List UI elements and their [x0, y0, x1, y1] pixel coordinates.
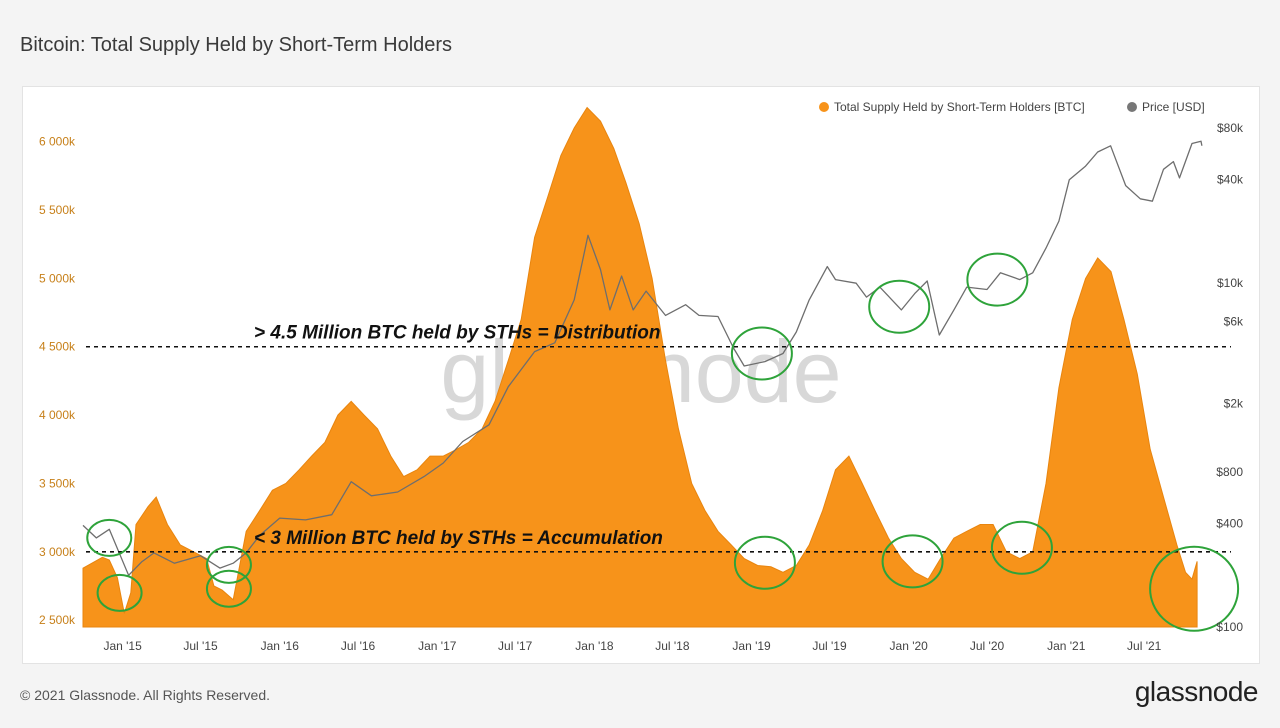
highlight-circle-11 — [1149, 545, 1240, 632]
highlight-circle-1 — [86, 518, 133, 557]
x-tick: Jul '16 — [341, 639, 376, 653]
y-left-tick: 4 000k — [39, 408, 76, 422]
y-right-tick: $2k — [1224, 396, 1244, 410]
highlight-circle-2 — [96, 573, 143, 612]
legend-label-price: Price [USD] — [1142, 100, 1205, 114]
highlight-circle-6 — [733, 535, 796, 590]
annotation-2: < 3 Million BTC held by STHs = Accumulat… — [254, 528, 663, 549]
copyright-text: © 2021 Glassnode. All Rights Reserved. — [20, 687, 271, 703]
legend-label-supply: Total Supply Held by Short-Term Holders … — [834, 100, 1085, 114]
price-line — [82, 140, 1203, 576]
y-right-tick: $6k — [1224, 314, 1244, 328]
y-left-tick: 3 500k — [39, 476, 76, 490]
highlight-circle-8 — [881, 534, 944, 589]
x-tick: Jan '21 — [1047, 639, 1086, 653]
highlight-circle-3 — [205, 569, 252, 608]
y-right-tick: $100 — [1216, 620, 1243, 634]
y-left-tick: 5 500k — [39, 203, 76, 217]
y-left-tick: 2 500k — [39, 613, 76, 627]
y-right-tick: $40k — [1217, 173, 1244, 187]
highlight-circle-5 — [730, 326, 793, 381]
supply-area — [82, 106, 1198, 628]
y-right-tick: $400 — [1216, 517, 1243, 531]
legend-swatch-price — [1127, 102, 1137, 112]
x-tick: Jan '19 — [732, 639, 771, 653]
legend-swatch-supply — [819, 102, 829, 112]
y-right-tick: $10k — [1217, 276, 1244, 290]
page-title: Bitcoin: Total Supply Held by Short-Term… — [20, 34, 453, 56]
x-tick: Jan '16 — [261, 639, 300, 653]
highlight-circle-7 — [868, 279, 931, 334]
x-tick: Jul '20 — [970, 639, 1005, 653]
x-tick: Jan '18 — [575, 639, 614, 653]
y-right-tick: $80k — [1217, 121, 1244, 135]
x-tick: Jul '17 — [498, 639, 533, 653]
x-tick: Jul '18 — [655, 639, 690, 653]
highlight-circle-4 — [205, 545, 252, 584]
chart-card: glassnode > 4.5 Million BTC held by STHs… — [22, 86, 1260, 664]
y-right-tick: $800 — [1216, 465, 1243, 479]
annotation-1: > 4.5 Million BTC held by STHs = Distrib… — [254, 323, 660, 344]
x-tick: Jul '21 — [1127, 639, 1162, 653]
x-tick: Jan '15 — [103, 639, 142, 653]
highlight-circle-9 — [966, 252, 1029, 307]
x-tick: Jul '15 — [183, 639, 218, 653]
y-left-tick: 4 500k — [39, 340, 76, 354]
y-left-tick: 3 000k — [39, 545, 76, 559]
x-tick: Jan '20 — [890, 639, 929, 653]
supply-price-chart: glassnode > 4.5 Million BTC held by STHs… — [39, 100, 1244, 653]
highlight-circle-10 — [990, 520, 1053, 575]
glassnode-logo: glassnode — [1134, 676, 1259, 707]
y-left-tick: 6 000k — [39, 135, 76, 149]
x-tick: Jul '19 — [812, 639, 847, 653]
y-left-tick: 5 000k — [39, 271, 76, 285]
x-tick: Jan '17 — [418, 639, 457, 653]
